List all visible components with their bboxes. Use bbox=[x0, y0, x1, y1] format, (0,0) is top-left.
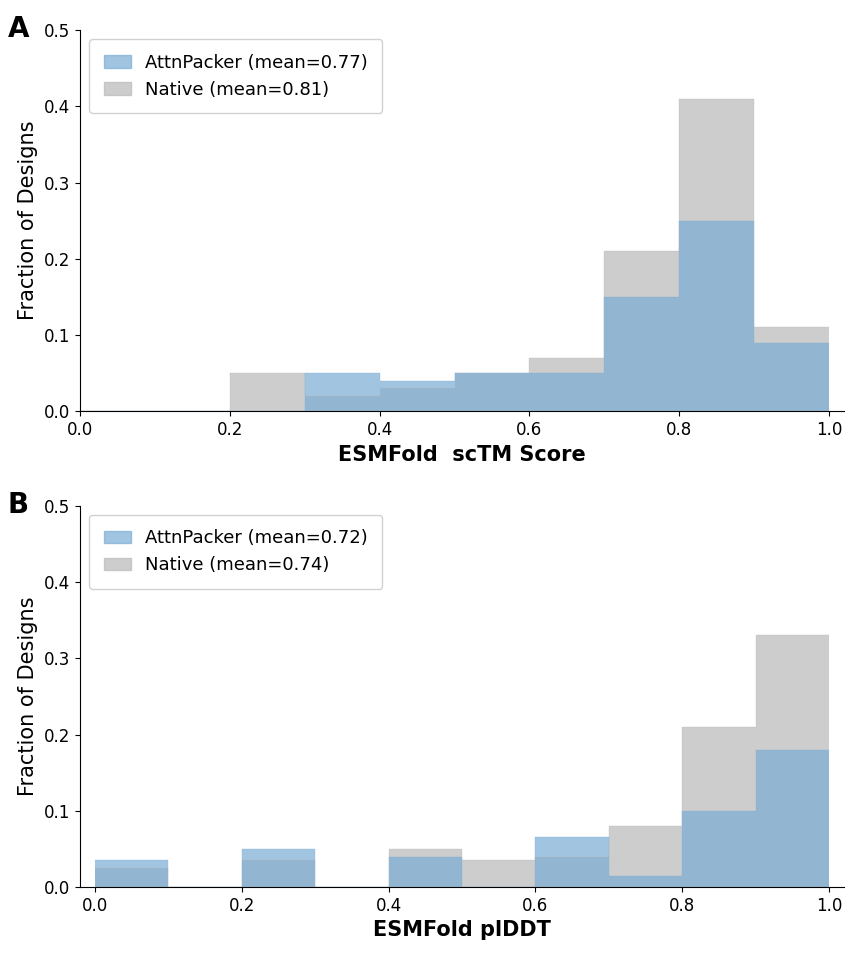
Y-axis label: Fraction of Designs: Fraction of Designs bbox=[18, 121, 39, 321]
Text: B: B bbox=[8, 491, 28, 519]
Legend: AttnPacker (mean=0.77), Native (mean=0.81): AttnPacker (mean=0.77), Native (mean=0.8… bbox=[89, 39, 382, 113]
X-axis label: ESMFold  scTM Score: ESMFold scTM Score bbox=[338, 445, 585, 464]
Legend: AttnPacker (mean=0.72), Native (mean=0.74): AttnPacker (mean=0.72), Native (mean=0.7… bbox=[89, 515, 382, 589]
Text: A: A bbox=[8, 14, 29, 43]
X-axis label: ESMFold plDDT: ESMFold plDDT bbox=[373, 921, 551, 941]
Y-axis label: Fraction of Designs: Fraction of Designs bbox=[18, 596, 39, 796]
